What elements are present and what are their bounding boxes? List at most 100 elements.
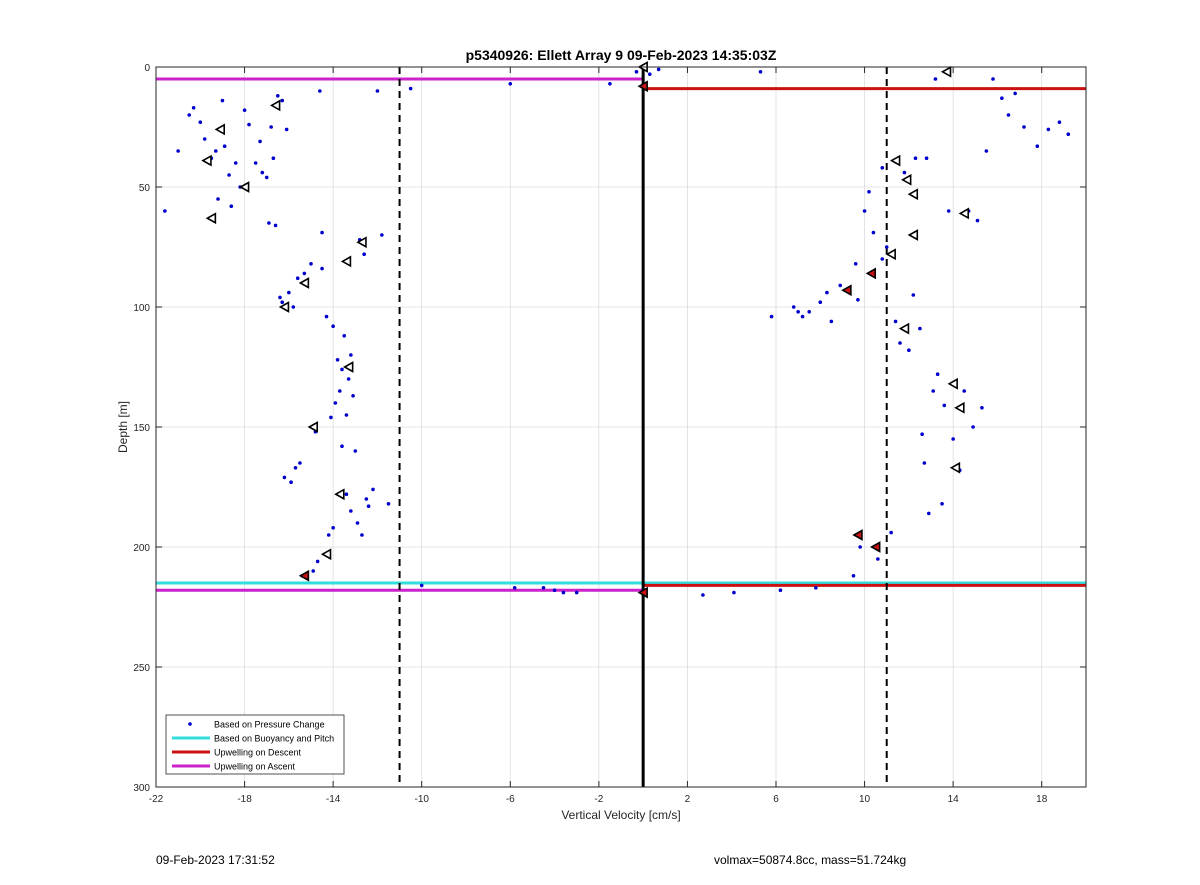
- pressure-change-point: [769, 314, 774, 319]
- pressure-change-point: [331, 526, 335, 530]
- pressure-change-point: [893, 319, 898, 324]
- pressure-change-point: [293, 466, 298, 470]
- pressure-change-point: [311, 569, 316, 573]
- pressure-change-point: [920, 432, 924, 437]
- pressure-change-point: [191, 106, 196, 110]
- triangle-marker: [269, 99, 281, 112]
- pressure-change-point: [302, 271, 307, 276]
- x-axis-label: Vertical Velocity [cm/s]: [561, 808, 680, 822]
- pressure-change-point: [991, 77, 995, 81]
- triangle-marker: [307, 421, 319, 433]
- legend-label: Based on Buoyancy and Pitch: [214, 734, 334, 744]
- pressure-change-point: [287, 290, 291, 295]
- y-axis-label: Depth [m]: [116, 401, 130, 453]
- red-triangle-marker: [637, 586, 648, 599]
- triangle-marker: [958, 207, 970, 220]
- pressure-change-point: [829, 319, 834, 324]
- x-tick-label: -2: [594, 794, 603, 805]
- pressure-change-point: [814, 586, 818, 590]
- pressure-change-point: [911, 293, 916, 297]
- triangle-marker: [201, 154, 212, 167]
- triangle-marker: [320, 548, 332, 561]
- pressure-change-point: [364, 497, 369, 501]
- pressure-change-point: [871, 230, 876, 235]
- triangle-marker: [343, 361, 354, 373]
- pressure-change-point: [371, 487, 375, 492]
- red-triangle-marker: [870, 541, 881, 553]
- pressure-change-point: [940, 502, 944, 506]
- pressure-change-point: [320, 230, 324, 235]
- pressure-change-point: [951, 437, 955, 441]
- pressure-change-point: [818, 300, 823, 305]
- pressure-change-point: [346, 377, 351, 381]
- pressure-change-point: [318, 89, 322, 93]
- red-triangle-marker: [852, 529, 863, 541]
- pressure-change-point: [267, 221, 271, 225]
- x-tick-label: 14: [948, 794, 960, 805]
- pressure-change-point: [634, 70, 639, 74]
- pressure-change-point: [1000, 96, 1004, 100]
- pressure-change-point: [355, 521, 360, 525]
- reference-lines: [398, 67, 888, 787]
- pressure-change-point: [419, 583, 424, 588]
- y-tick-label: 150: [133, 423, 150, 434]
- series-lines: [156, 77, 1086, 592]
- pressure-change-point: [647, 72, 652, 76]
- pressure-change-point: [825, 290, 829, 295]
- x-tick-label: -14: [326, 794, 341, 805]
- pressure-change-point: [280, 300, 285, 305]
- pressure-change-point: [375, 89, 380, 93]
- triangle-marker: [949, 461, 961, 474]
- pressure-change-point: [800, 314, 805, 319]
- pressure-change-point: [380, 233, 384, 237]
- pressure-change-point: [867, 190, 871, 194]
- pressure-change-point: [758, 70, 763, 74]
- pressure-change-point: [858, 545, 862, 549]
- pressure-change-point: [337, 389, 342, 393]
- pressure-change-point: [213, 149, 218, 153]
- legend-label: Based on Pressure Change: [214, 720, 325, 730]
- pressure-change-point: [362, 252, 366, 256]
- y-tick-label: 200: [133, 543, 150, 554]
- pressure-change-point: [971, 425, 975, 429]
- pressure-change-point: [922, 461, 927, 465]
- pressure-change-point: [889, 530, 893, 535]
- pressure-change-point: [1035, 144, 1040, 148]
- triangle-marker: [901, 173, 912, 186]
- pressure-change-point: [980, 406, 984, 410]
- pressure-change-point: [541, 586, 546, 590]
- pressure-change-point: [898, 341, 902, 345]
- pressure-change-point: [333, 401, 338, 405]
- pressure-change-point: [1022, 125, 1026, 129]
- pressure-change-point: [838, 283, 843, 288]
- pressure-change-point: [331, 324, 335, 329]
- red-triangle-marker: [298, 569, 310, 582]
- pressure-change-point: [275, 94, 280, 98]
- y-tick-label: 0: [144, 63, 150, 74]
- pressure-change-point: [1006, 113, 1011, 117]
- legend-label: Upwelling on Descent: [214, 748, 302, 758]
- pressure-change-point: [216, 197, 220, 201]
- pressure-change-point: [508, 82, 513, 86]
- pressure-change-point: [326, 533, 331, 537]
- pressure-change-point: [366, 504, 371, 509]
- pressure-change-point: [271, 156, 276, 160]
- pressure-change-point: [315, 559, 320, 564]
- pressure-change-point: [198, 120, 203, 124]
- x-tick-label: -22: [149, 794, 164, 805]
- pressure-change-point: [608, 82, 612, 86]
- pressure-change-point: [289, 480, 293, 485]
- pressure-change-point: [340, 367, 344, 372]
- pressure-change-point: [552, 588, 557, 592]
- pressure-change-point: [884, 245, 889, 249]
- pressure-change-point: [335, 358, 340, 362]
- pressure-change-point: [907, 348, 911, 353]
- triangle-marker: [356, 236, 367, 249]
- y-tick-label: 100: [133, 303, 150, 314]
- pressure-change-point: [512, 586, 517, 590]
- pressure-change-point: [942, 403, 947, 408]
- footer-timestamp: 09-Feb-2023 17:31:52: [156, 853, 275, 867]
- red-triangle-marker: [865, 267, 877, 280]
- triangle-marker: [907, 188, 919, 201]
- triangle-marker: [238, 181, 250, 193]
